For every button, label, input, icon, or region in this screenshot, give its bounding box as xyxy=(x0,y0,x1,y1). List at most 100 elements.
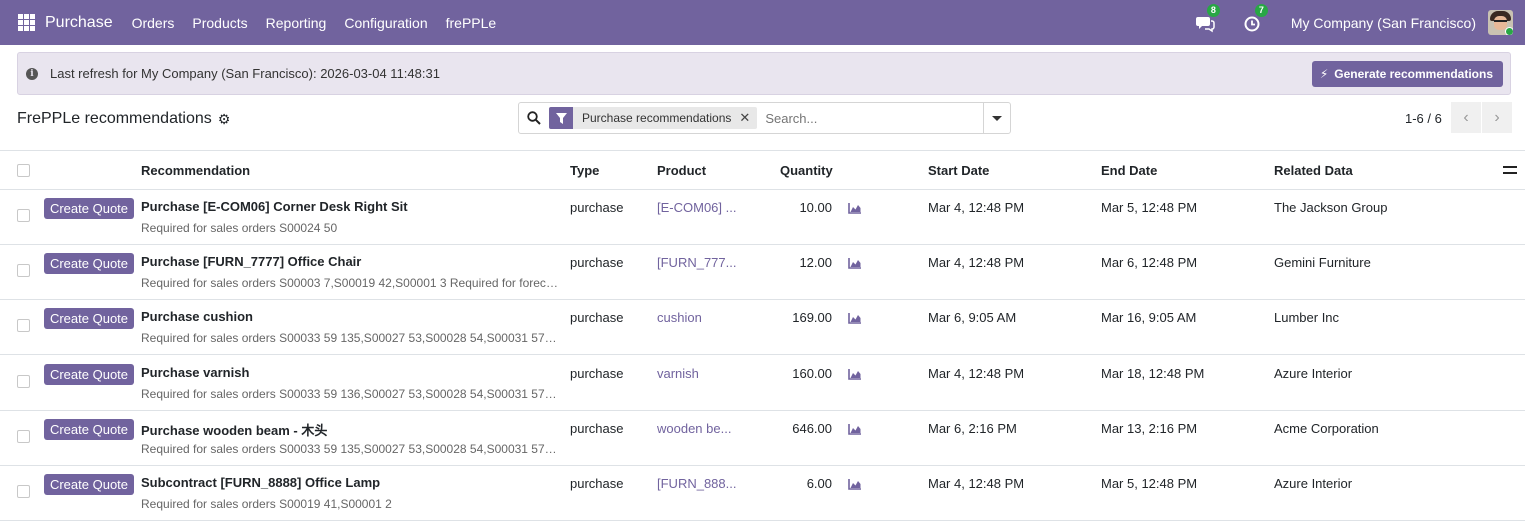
quantity-cell: 12.00 xyxy=(799,255,832,270)
forecast-chart-icon[interactable] xyxy=(848,369,862,380)
search-options-toggle[interactable] xyxy=(983,103,1010,133)
gear-icon[interactable]: ⚙ xyxy=(217,110,231,127)
create-quote-button[interactable]: Create Quote xyxy=(44,364,134,385)
table-header: Recommendation Type Product Quantity Sta… xyxy=(0,150,1525,190)
recommendation-title: Purchase [E-COM06] Corner Desk Right Sit xyxy=(141,199,408,214)
quantity-cell: 6.00 xyxy=(806,476,832,491)
recommendation-title: Purchase [FURN_7777] Office Chair xyxy=(141,254,362,269)
end-date-cell: Mar 5, 12:48 PM xyxy=(1101,200,1198,215)
pager-next-button[interactable]: › xyxy=(1482,102,1512,133)
menu-orders[interactable]: Orders xyxy=(131,14,175,31)
product-link[interactable]: varnish xyxy=(657,366,699,381)
related-data-cell: Azure Interior xyxy=(1274,366,1353,381)
generate-recommendations-button[interactable]: ⚡ Generate recommendations xyxy=(1311,60,1503,87)
create-quote-button[interactable]: Create Quote xyxy=(44,253,134,274)
column-type[interactable]: Type xyxy=(570,163,600,178)
type-cell: purchase xyxy=(570,200,624,215)
pager-value[interactable]: 1-6 / 6 xyxy=(1405,111,1442,126)
table-row[interactable]: Create Quote Purchase [E-COM06] Corner De… xyxy=(0,190,1525,245)
related-data-cell: Acme Corporation xyxy=(1274,421,1379,436)
create-quote-button[interactable]: Create Quote xyxy=(44,308,134,329)
caret-down-icon xyxy=(992,115,1002,121)
menu-configuration[interactable]: Configuration xyxy=(344,14,428,31)
chat-icon xyxy=(1195,16,1215,32)
search-input[interactable] xyxy=(765,110,966,126)
menu-freppele[interactable]: frePPLe xyxy=(445,14,497,31)
forecast-chart-icon[interactable] xyxy=(848,203,862,214)
row-checkbox[interactable] xyxy=(17,209,30,222)
forecast-chart-icon[interactable] xyxy=(848,258,862,269)
app-name[interactable]: Purchase xyxy=(45,13,113,31)
product-link[interactable]: [FURN_888... xyxy=(657,476,737,491)
column-start-date[interactable]: Start Date xyxy=(928,163,990,178)
start-date-cell: Mar 6, 9:05 AM xyxy=(928,310,1017,325)
end-date-cell: Mar 16, 9:05 AM xyxy=(1101,310,1197,325)
product-link[interactable]: [FURN_777... xyxy=(657,255,737,270)
start-date-cell: Mar 4, 12:48 PM xyxy=(928,476,1025,491)
table-row[interactable]: Create Quote Subcontract [FURN_8888] Offi… xyxy=(0,466,1525,521)
column-recommendation[interactable]: Recommendation xyxy=(141,163,251,178)
filter-facet-label: Purchase recommendations xyxy=(582,111,732,125)
chevron-right-icon: › xyxy=(1494,108,1500,126)
row-checkbox[interactable] xyxy=(17,319,30,332)
table-row[interactable]: Create Quote Purchase varnish Required for… xyxy=(0,356,1525,411)
quantity-cell: 160.00 xyxy=(792,366,832,381)
related-data-cell: The Jackson Group xyxy=(1274,200,1388,215)
end-date-cell: Mar 6, 12:48 PM xyxy=(1101,255,1198,270)
messages-button[interactable]: 8 xyxy=(1195,3,1220,33)
messages-count-badge: 8 xyxy=(1206,3,1220,17)
end-date-cell: Mar 18, 12:48 PM xyxy=(1101,366,1205,381)
recommendation-title: Subcontract [FURN_8888] Office Lamp xyxy=(141,475,381,490)
search-bar: Purchase recommendations ✕ xyxy=(518,102,1011,134)
clock-icon xyxy=(1244,16,1260,31)
select-all-checkbox[interactable] xyxy=(17,164,30,177)
column-related-data[interactable]: Related Data xyxy=(1274,163,1353,178)
product-link[interactable]: cushion xyxy=(657,310,702,325)
product-link[interactable]: [E-COM06] ... xyxy=(657,200,737,215)
column-end-date[interactable]: End Date xyxy=(1101,163,1158,178)
column-settings-icon[interactable] xyxy=(1503,164,1517,176)
type-cell: purchase xyxy=(570,366,624,381)
company-switcher[interactable]: My Company (San Francisco) xyxy=(1290,14,1476,31)
create-quote-button[interactable]: Create Quote xyxy=(44,474,134,495)
top-navbar: Purchase Orders Products Reporting Confi… xyxy=(0,0,1525,45)
forecast-chart-icon[interactable] xyxy=(848,424,862,435)
recommendation-title: Purchase wooden beam - 木头 xyxy=(141,423,328,438)
search-icon[interactable] xyxy=(519,103,549,133)
start-date-cell: Mar 4, 12:48 PM xyxy=(928,366,1025,381)
row-checkbox[interactable] xyxy=(17,264,30,277)
table-row[interactable]: Create Quote Purchase [FURN_7777] Office … xyxy=(0,245,1525,300)
column-quantity[interactable]: Quantity xyxy=(780,163,833,178)
online-status-icon xyxy=(1505,27,1513,35)
related-data-cell: Gemini Furniture xyxy=(1274,255,1371,270)
apps-grid-icon[interactable] xyxy=(18,14,35,31)
pager-previous-button[interactable]: ‹ xyxy=(1451,102,1481,133)
recommendation-subtitle: Required for sales orders S00003 7,S0001… xyxy=(141,276,559,290)
menu-reporting[interactable]: Reporting xyxy=(265,14,327,31)
related-data-cell: Lumber Inc xyxy=(1274,310,1340,325)
forecast-chart-icon[interactable] xyxy=(848,479,862,490)
user-avatar[interactable] xyxy=(1488,10,1513,35)
refresh-alert: i Last refresh for My Company (San Franc… xyxy=(17,52,1511,95)
create-quote-button[interactable]: Create Quote xyxy=(44,419,134,440)
column-product[interactable]: Product xyxy=(657,163,707,178)
filter-facet: Purchase recommendations ✕ xyxy=(549,107,758,129)
product-link[interactable]: wooden be... xyxy=(657,421,732,436)
forecast-chart-icon[interactable] xyxy=(848,313,862,324)
menu-products[interactable]: Products xyxy=(192,14,248,31)
refresh-alert-text: Last refresh for My Company (San Francis… xyxy=(50,66,440,81)
quantity-cell: 169.00 xyxy=(792,310,832,325)
table-row[interactable]: Create Quote Purchase cushion Required for… xyxy=(0,300,1525,355)
activities-button[interactable]: 7 xyxy=(1243,3,1268,33)
table-row[interactable]: Create Quote Purchase wooden beam - 木头 Req… xyxy=(0,411,1525,466)
related-data-cell: Azure Interior xyxy=(1274,476,1353,491)
row-checkbox[interactable] xyxy=(17,375,30,388)
info-icon: i xyxy=(26,67,38,80)
start-date-cell: Mar 6, 2:16 PM xyxy=(928,421,1017,436)
remove-filter-icon[interactable]: ✕ xyxy=(739,110,751,125)
row-checkbox[interactable] xyxy=(17,430,30,443)
create-quote-button[interactable]: Create Quote xyxy=(44,198,134,219)
row-checkbox[interactable] xyxy=(17,485,30,498)
page-title-text: FrePPLe recommendations xyxy=(17,110,212,127)
filter-icon xyxy=(549,107,573,129)
